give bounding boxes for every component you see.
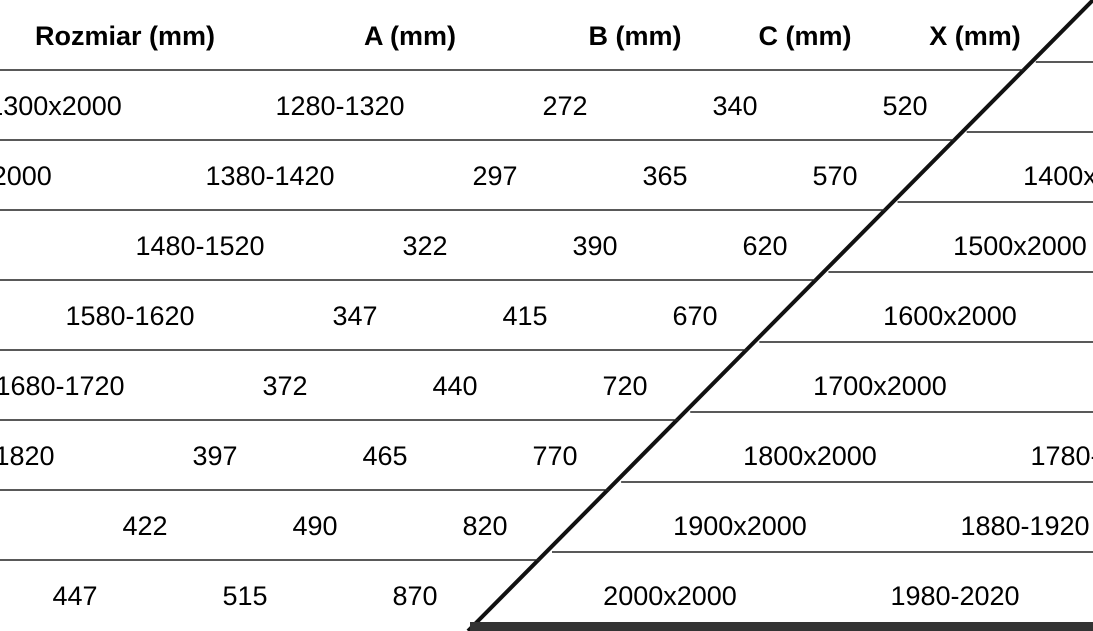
cell: 1900x2000 <box>673 511 807 541</box>
cell: 272 <box>542 91 587 121</box>
seam <box>466 0 1093 631</box>
cell: 670 <box>672 301 717 331</box>
cell: 820 <box>462 511 507 541</box>
cell: 1500x2000 <box>953 231 1087 261</box>
cell: 465 <box>362 441 407 471</box>
cell: 520 <box>882 91 927 121</box>
bottom-band <box>470 622 1093 631</box>
cell: 2000x2000 <box>603 581 737 611</box>
cell: 620 <box>742 231 787 261</box>
cell: 322 <box>402 231 447 261</box>
cell: 422 <box>122 511 167 541</box>
cell: 1580-1620 <box>65 301 194 331</box>
cell: 397 <box>192 441 237 471</box>
cell: 1300x2000 <box>0 91 122 121</box>
cell: 1780-1820 <box>0 441 55 471</box>
header-cell: Rozmiar (mm) <box>35 21 215 51</box>
cell: 490 <box>292 511 337 541</box>
cell: 1680-1720 <box>0 371 125 401</box>
cell: 1380-1420 <box>205 161 334 191</box>
header-cell: B (mm) <box>589 21 682 51</box>
cell: 1700x2000 <box>813 371 947 401</box>
cell: 1800x2000 <box>743 441 877 471</box>
cell: 1400x2000 <box>0 161 52 191</box>
cell: 1600x2000 <box>883 301 1017 331</box>
cell: 447 <box>52 581 97 611</box>
cell: 1980-2020 <box>890 581 1019 611</box>
cell: 1880-1920 <box>960 511 1089 541</box>
cell: 340 <box>712 91 757 121</box>
cell: 1480-1520 <box>135 231 264 261</box>
cell: 515 <box>222 581 267 611</box>
cell: 297 <box>472 161 517 191</box>
cell: 415 <box>502 301 547 331</box>
cell: 372 <box>262 371 307 401</box>
cell: 365 <box>642 161 687 191</box>
cell: 770 <box>532 441 577 471</box>
cell: 720 <box>602 371 647 401</box>
header-cell: A (mm) <box>364 21 456 51</box>
cell: 440 <box>432 371 477 401</box>
cell: 347 <box>332 301 377 331</box>
cell: 870 <box>392 581 437 611</box>
cell: 1780-1820 <box>1030 441 1093 471</box>
cell: 1400x2000 <box>1023 161 1093 191</box>
header-cell: X (mm) <box>929 21 1021 51</box>
cell: 570 <box>812 161 857 191</box>
cell: 1280-1320 <box>275 91 404 121</box>
cell: 390 <box>572 231 617 261</box>
header-cell: C (mm) <box>759 21 852 51</box>
